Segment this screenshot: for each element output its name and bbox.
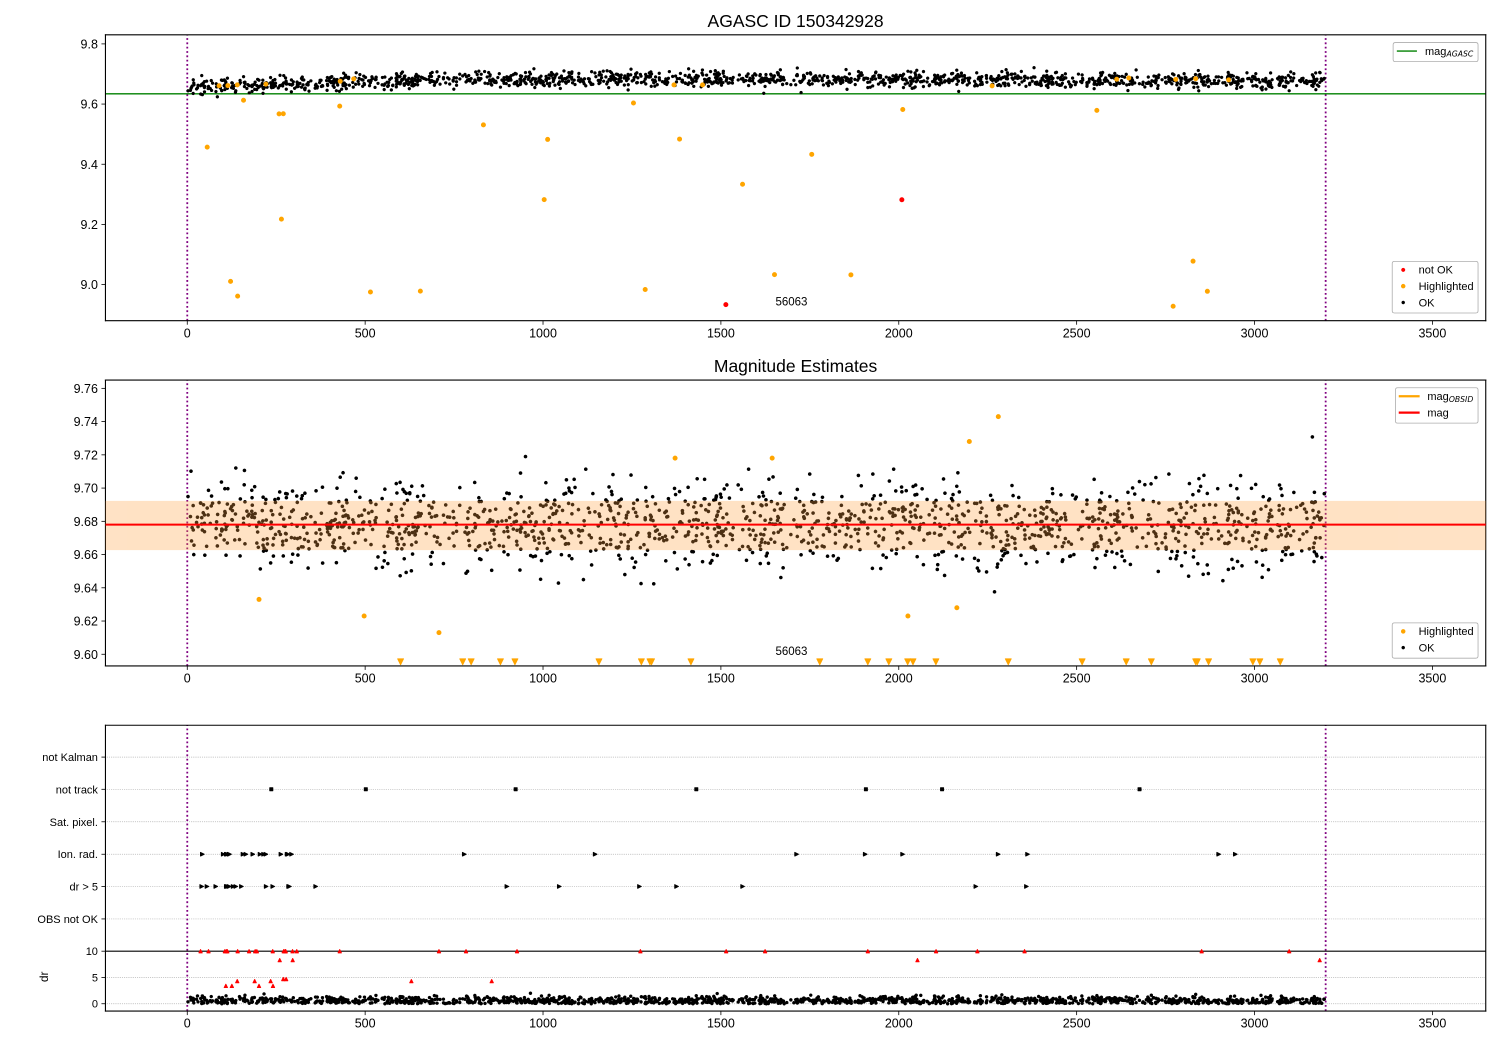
svg-text:9.70: 9.70 bbox=[74, 482, 98, 496]
svg-text:1500: 1500 bbox=[707, 326, 735, 340]
svg-text:9.8: 9.8 bbox=[81, 37, 98, 51]
svg-text:9.64: 9.64 bbox=[74, 581, 98, 595]
svg-text:Ion. rad.: Ion. rad. bbox=[58, 849, 98, 861]
svg-text:9.74: 9.74 bbox=[74, 415, 98, 429]
svg-text:3500: 3500 bbox=[1418, 326, 1446, 340]
svg-text:1500: 1500 bbox=[707, 1017, 735, 1031]
svg-text:2500: 2500 bbox=[1063, 1017, 1091, 1031]
svg-text:not track: not track bbox=[56, 784, 99, 796]
svg-text:2000: 2000 bbox=[885, 326, 913, 340]
svg-text:Sat. pixel.: Sat. pixel. bbox=[50, 817, 98, 829]
svg-text:0: 0 bbox=[92, 999, 98, 1011]
svg-text:mag: mag bbox=[1427, 407, 1448, 419]
svg-text:0: 0 bbox=[184, 671, 191, 685]
svg-text:dr > 5: dr > 5 bbox=[70, 881, 98, 893]
svg-text:OK: OK bbox=[1419, 643, 1436, 655]
svg-text:500: 500 bbox=[355, 1017, 376, 1031]
svg-text:500: 500 bbox=[355, 326, 376, 340]
svg-text:not OK: not OK bbox=[1419, 265, 1454, 277]
svg-text:1500: 1500 bbox=[707, 671, 735, 685]
svg-text:3500: 3500 bbox=[1418, 671, 1446, 685]
svg-text:Magnitude Estimates: Magnitude Estimates bbox=[714, 356, 878, 376]
svg-text:2500: 2500 bbox=[1063, 671, 1091, 685]
svg-text:9.66: 9.66 bbox=[74, 548, 98, 562]
svg-text:9.0: 9.0 bbox=[81, 278, 98, 292]
svg-text:OK: OK bbox=[1419, 297, 1436, 309]
svg-text:9.60: 9.60 bbox=[74, 648, 98, 662]
svg-text:not Kalman: not Kalman bbox=[42, 752, 98, 764]
svg-text:56063: 56063 bbox=[775, 297, 807, 309]
svg-text:5: 5 bbox=[92, 972, 98, 984]
svg-text:10: 10 bbox=[86, 946, 98, 958]
svg-text:9.6: 9.6 bbox=[81, 98, 98, 112]
svg-text:3500: 3500 bbox=[1418, 1017, 1446, 1031]
svg-text:9.68: 9.68 bbox=[74, 515, 98, 529]
svg-text:3000: 3000 bbox=[1241, 326, 1269, 340]
svg-text:3000: 3000 bbox=[1241, 1017, 1269, 1031]
svg-text:0: 0 bbox=[184, 326, 191, 340]
svg-text:2000: 2000 bbox=[885, 671, 913, 685]
svg-text:0: 0 bbox=[184, 1017, 191, 1031]
svg-text:1000: 1000 bbox=[529, 671, 557, 685]
svg-text:Highlighted: Highlighted bbox=[1419, 281, 1474, 293]
svg-text:OBS not OK: OBS not OK bbox=[37, 914, 98, 926]
svg-text:2000: 2000 bbox=[885, 1017, 913, 1031]
svg-text:9.76: 9.76 bbox=[74, 382, 98, 396]
svg-text:56063: 56063 bbox=[775, 646, 807, 658]
svg-text:3000: 3000 bbox=[1241, 671, 1269, 685]
svg-text:2500: 2500 bbox=[1063, 326, 1091, 340]
svg-text:AGASC ID 150342928: AGASC ID 150342928 bbox=[708, 11, 884, 31]
svg-text:9.62: 9.62 bbox=[74, 615, 98, 629]
svg-text:9.4: 9.4 bbox=[81, 158, 98, 172]
svg-text:9.72: 9.72 bbox=[74, 448, 98, 462]
svg-text:1000: 1000 bbox=[529, 1017, 557, 1031]
svg-text:Highlighted: Highlighted bbox=[1419, 626, 1474, 638]
svg-text:1000: 1000 bbox=[529, 326, 557, 340]
svg-text:dr: dr bbox=[37, 971, 51, 982]
svg-text:500: 500 bbox=[355, 671, 376, 685]
svg-text:9.2: 9.2 bbox=[81, 218, 98, 232]
